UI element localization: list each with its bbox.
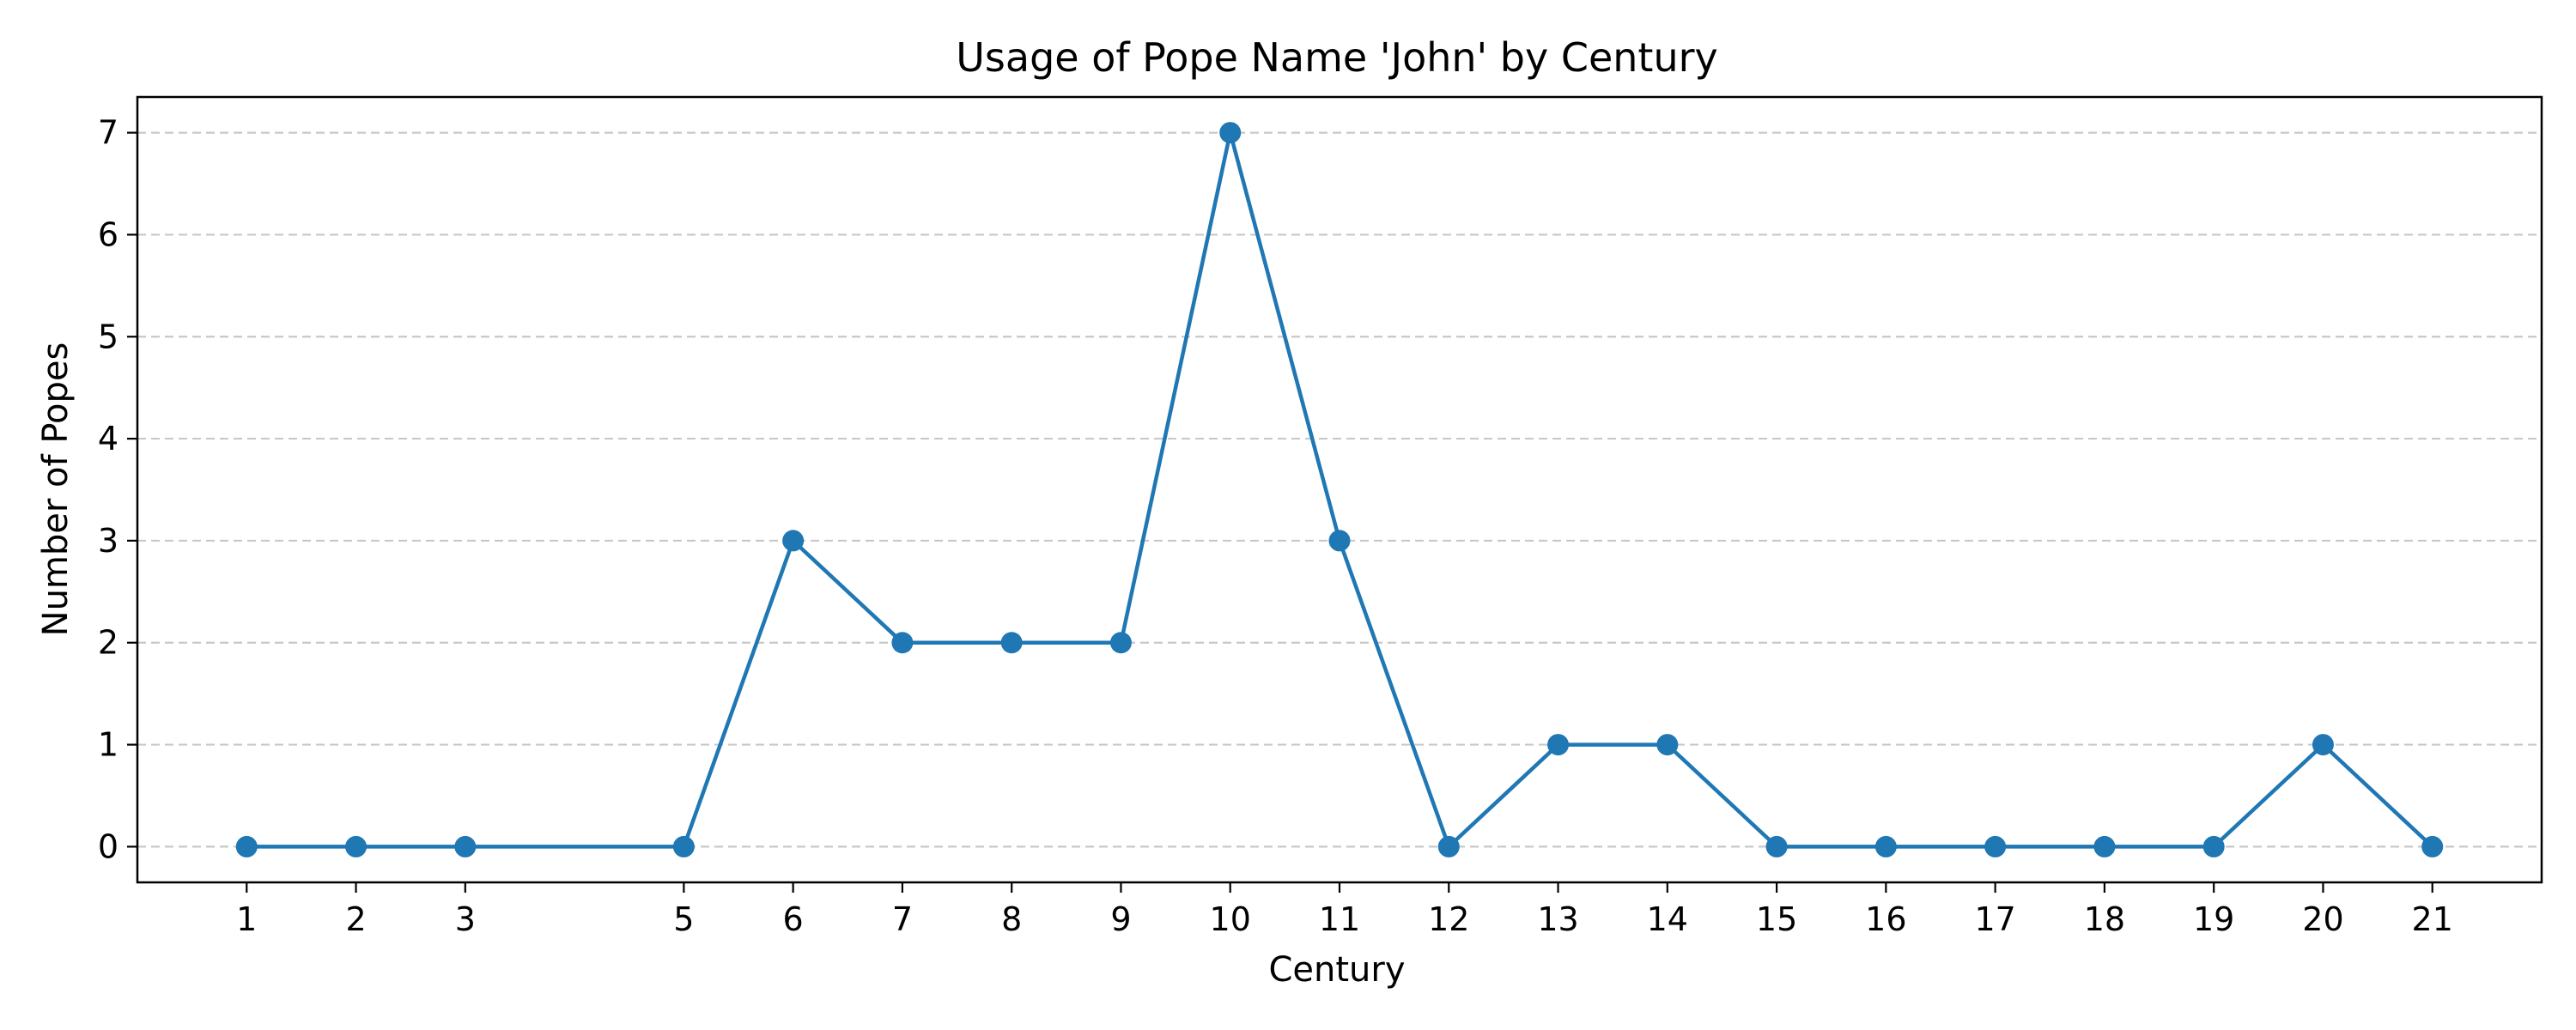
series-line [246,130,2434,849]
data-point [2421,835,2444,857]
y-axis: 0 1 2 3 4 5 6 7 [98,114,137,865]
x-tick-label: 11 [1319,900,1360,938]
data-point [782,530,805,552]
x-tick-label: 3 [455,900,476,938]
x-tick-label: 5 [673,900,694,938]
data-point [1219,122,1242,144]
data-point [454,835,477,857]
grid-lines [137,131,2542,848]
data-point [345,835,368,857]
x-tick-label: 1 [236,900,257,938]
plot-frame [136,95,2543,884]
data-point [1656,734,1679,756]
data-point [1109,632,1132,654]
x-tick-label: 21 [2412,900,2453,938]
x-tick-label: 10 [1210,900,1251,938]
data-point [1984,835,2007,857]
data-point [2202,835,2225,857]
data-point [1328,530,1351,552]
x-tick-label: 9 [1110,900,1131,938]
y-tick-label: 3 [98,522,118,560]
data-point [1000,632,1023,654]
x-tick-label: 12 [1428,900,1469,938]
y-tick-label: 1 [98,726,118,764]
chart-title: Usage of Pope Name 'John' by Century [956,34,1717,81]
data-point [235,835,258,857]
data-series [235,122,2444,857]
y-tick-label: 6 [98,215,118,253]
data-point [2093,835,2116,857]
y-tick-label: 4 [98,420,118,457]
x-tick-label: 8 [1001,900,1022,938]
x-tick-label: 16 [1865,900,1906,938]
y-axis-label: Number of Popes [36,342,76,637]
data-point [1765,835,1788,857]
x-tick-label: 19 [2193,900,2234,938]
y-tick-label: 7 [98,114,118,152]
x-tick-label: 20 [2302,900,2343,938]
x-tick-label: 7 [892,900,913,938]
y-tick-label: 2 [98,624,118,662]
x-tick-label: 15 [1756,900,1797,938]
data-point [2312,734,2334,756]
x-tick-label: 6 [783,900,804,938]
x-tick-label: 14 [1647,900,1688,938]
x-tick-label: 13 [1537,900,1578,938]
data-point [891,632,914,654]
data-point [1547,734,1570,756]
data-point [1874,835,1897,857]
data-point [1437,835,1460,857]
x-tick-label: 2 [345,900,366,938]
x-tick-label: 18 [2084,900,2125,938]
data-point [672,835,695,857]
y-tick-label: 0 [98,827,118,865]
x-tick-label: 17 [1974,900,2015,938]
y-tick-label: 5 [98,318,118,355]
x-axis: 1 2 3 5 6 7 8 9 10 11 12 13 14 15 16 17 18 19 20 21 [236,882,2453,938]
x-axis-label: Century [1268,950,1405,990]
